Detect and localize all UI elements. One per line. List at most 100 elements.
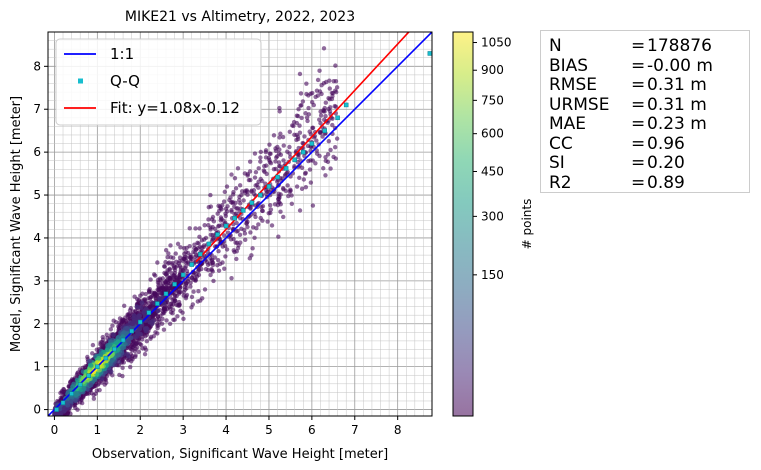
data-point xyxy=(234,220,239,226)
data-point xyxy=(223,213,228,219)
data-point xyxy=(216,249,221,254)
data-point xyxy=(310,158,315,163)
data-point xyxy=(258,155,263,160)
data-point xyxy=(172,293,178,299)
data-point xyxy=(263,148,269,153)
data-point xyxy=(163,308,168,314)
density-point xyxy=(138,305,144,310)
qq-marker xyxy=(232,215,237,221)
data-point xyxy=(252,175,258,180)
data-point xyxy=(177,285,183,290)
data-point xyxy=(211,235,216,241)
data-point xyxy=(250,225,256,230)
data-point xyxy=(303,171,308,176)
data-point xyxy=(140,346,145,351)
data-point xyxy=(120,317,126,323)
data-point xyxy=(328,147,333,153)
stat-value: 0.31 m xyxy=(647,94,707,115)
stat-value: 178876 xyxy=(647,36,712,56)
stat-value: 0.20 xyxy=(647,153,685,173)
data-point xyxy=(306,105,311,111)
data-point xyxy=(300,140,305,146)
data-point xyxy=(328,166,333,171)
density-point xyxy=(143,328,149,334)
data-point xyxy=(188,284,193,289)
data-point xyxy=(204,260,210,265)
data-point xyxy=(296,106,301,112)
qq-marker xyxy=(343,102,349,108)
y-tick-label: 7 xyxy=(33,102,41,116)
x-axis-ticks: 0 1 2 3 4 5 6 7 8 xyxy=(51,416,401,437)
data-point xyxy=(281,143,286,148)
data-point xyxy=(168,295,173,300)
qq-marker xyxy=(54,407,59,412)
colorbar-tick-label: 150 xyxy=(481,268,504,282)
data-point xyxy=(236,197,242,203)
density-point xyxy=(88,382,94,388)
y-tick-label: 3 xyxy=(33,274,41,288)
data-point xyxy=(128,344,134,349)
y-tick-label: 4 xyxy=(33,231,41,245)
data-point xyxy=(256,222,261,227)
qq-marker xyxy=(322,128,327,133)
density-point xyxy=(134,304,140,310)
data-point xyxy=(299,115,304,121)
data-point xyxy=(242,231,248,236)
data-point xyxy=(252,235,257,241)
data-point xyxy=(271,167,277,172)
data-point xyxy=(143,291,148,297)
data-point xyxy=(235,228,240,234)
data-point xyxy=(237,194,242,200)
data-point xyxy=(268,207,274,212)
data-point xyxy=(221,199,227,204)
data-point xyxy=(170,262,175,267)
qq-marker xyxy=(137,319,143,325)
data-point xyxy=(163,247,169,253)
data-point xyxy=(260,203,266,209)
x-tick-label: 2 xyxy=(136,423,144,437)
stat-key: URMSE xyxy=(549,94,610,115)
data-point xyxy=(171,265,177,271)
density-point xyxy=(125,338,131,344)
data-point xyxy=(97,387,102,393)
data-point xyxy=(197,234,202,240)
data-point xyxy=(164,318,169,323)
data-point xyxy=(206,267,211,273)
qq-marker xyxy=(155,301,160,306)
data-point xyxy=(155,326,160,331)
qq-marker xyxy=(249,200,255,206)
x-tick-label: 6 xyxy=(308,423,316,437)
density-point xyxy=(72,390,78,396)
data-point xyxy=(159,283,165,289)
data-point xyxy=(212,255,218,260)
data-point xyxy=(129,359,134,364)
data-point xyxy=(241,198,246,203)
stat-equals: = xyxy=(631,172,646,193)
data-point xyxy=(155,321,160,327)
stat-equals: = xyxy=(631,36,646,56)
data-point xyxy=(323,100,329,105)
data-point xyxy=(90,342,96,348)
density-point xyxy=(81,385,87,391)
data-point xyxy=(223,254,228,259)
data-point xyxy=(184,268,190,274)
data-point xyxy=(73,405,78,411)
qq-marker xyxy=(146,310,152,315)
data-point xyxy=(198,298,203,303)
data-point xyxy=(334,136,340,141)
data-point xyxy=(310,203,316,208)
data-point xyxy=(210,269,215,274)
chart-title: MIKE21 vs Altimetry, 2022, 2023 xyxy=(125,9,355,25)
data-point xyxy=(275,202,281,208)
data-point xyxy=(220,203,225,208)
data-point xyxy=(237,183,243,188)
data-point xyxy=(181,316,186,322)
colorbar-tick-label: 300 xyxy=(481,209,504,223)
data-point xyxy=(103,377,109,382)
data-point xyxy=(267,142,272,147)
data-point xyxy=(252,151,258,156)
data-point xyxy=(143,322,149,327)
data-point xyxy=(278,131,283,136)
data-point xyxy=(308,180,314,185)
data-point xyxy=(155,260,160,265)
